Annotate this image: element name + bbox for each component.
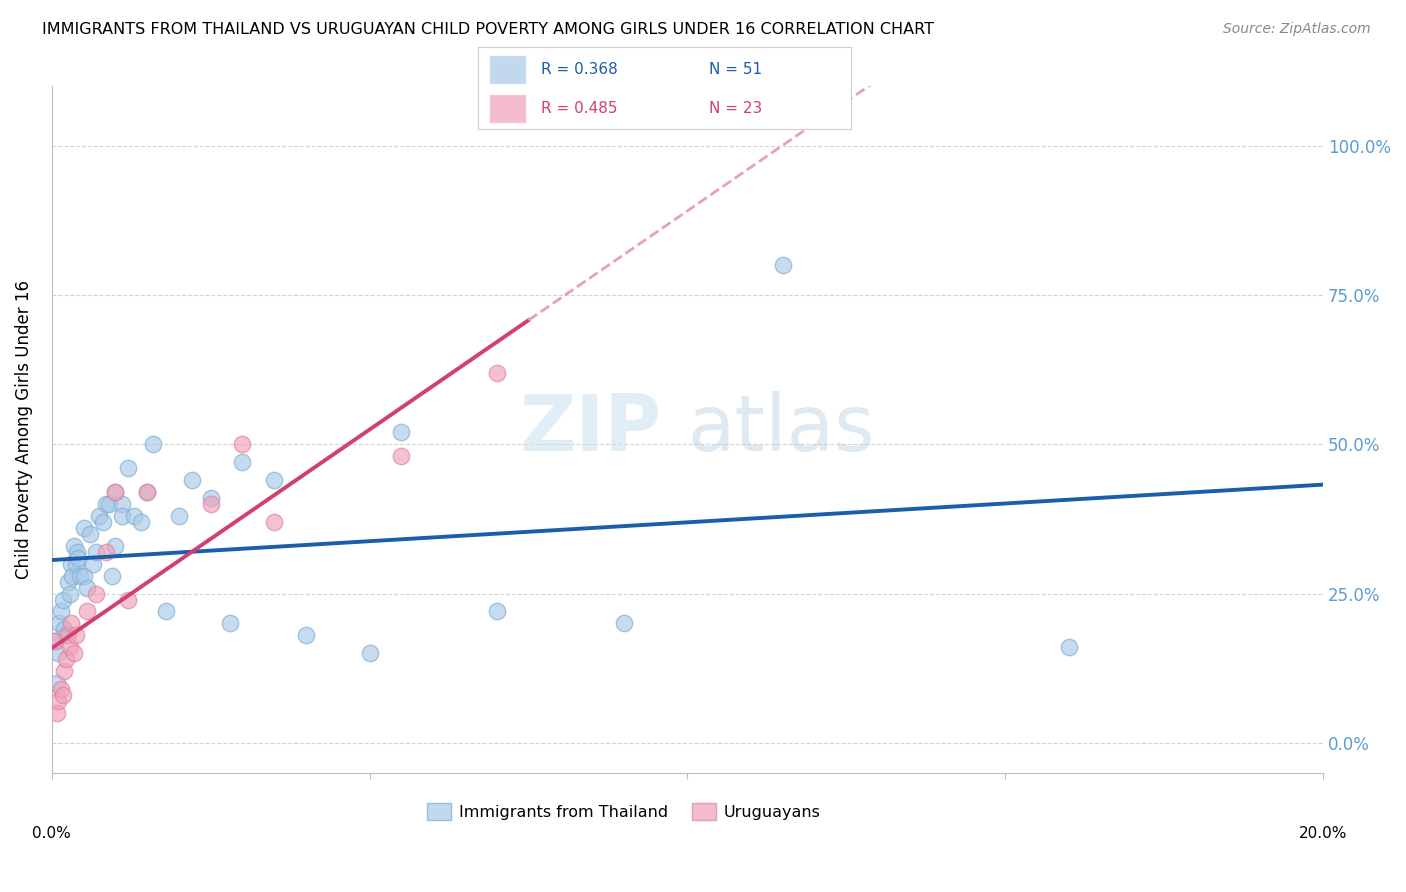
Text: 0.0%: 0.0%: [32, 826, 72, 841]
Point: [772, 259, 794, 273]
Point: [45, 706, 67, 720]
Text: 20.0%: 20.0%: [1299, 826, 1347, 841]
Text: R = 0.368: R = 0.368: [541, 62, 619, 77]
Point: [82, 557, 104, 571]
Point: [53, 623, 76, 637]
Point: [69, 568, 91, 582]
Point: [155, 604, 177, 618]
Text: atlas: atlas: [688, 392, 875, 467]
Point: [263, 473, 285, 487]
Point: [55, 652, 77, 666]
Point: [44, 634, 66, 648]
Point: [84, 545, 107, 559]
Text: R = 0.485: R = 0.485: [541, 102, 617, 116]
Point: [72, 521, 94, 535]
Point: [218, 616, 240, 631]
Legend: Immigrants from Thailand, Uruguayans: Immigrants from Thailand, Uruguayans: [420, 797, 827, 826]
Point: [84, 586, 107, 600]
Point: [129, 515, 152, 529]
Point: [231, 455, 253, 469]
Text: IMMIGRANTS FROM THAILAND VS URUGUAYAN CHILD POVERTY AMONG GIRLS UNDER 16 CORRELA: IMMIGRANTS FROM THAILAND VS URUGUAYAN CH…: [42, 22, 934, 37]
Point: [76, 604, 98, 618]
Point: [97, 497, 120, 511]
Point: [44, 634, 66, 648]
Point: [117, 461, 139, 475]
Bar: [489, 55, 526, 84]
Point: [66, 545, 89, 559]
Point: [180, 473, 202, 487]
Point: [167, 508, 190, 523]
Point: [104, 485, 127, 500]
Text: Source: ZipAtlas.com: Source: ZipAtlas.com: [1223, 22, 1371, 37]
Point: [136, 485, 159, 500]
Text: ZIP: ZIP: [520, 392, 662, 467]
Point: [53, 664, 76, 678]
Text: N = 51: N = 51: [709, 62, 762, 77]
Point: [46, 646, 69, 660]
Point: [65, 628, 87, 642]
Point: [58, 586, 80, 600]
Point: [45, 676, 67, 690]
Point: [65, 557, 87, 571]
Point: [48, 616, 70, 631]
Point: [72, 568, 94, 582]
Point: [55, 628, 77, 642]
Point: [104, 485, 127, 500]
Point: [101, 568, 124, 582]
Point: [613, 616, 636, 631]
Point: [263, 515, 285, 529]
Text: N = 23: N = 23: [709, 102, 762, 116]
Point: [56, 628, 79, 642]
Point: [60, 568, 83, 582]
Point: [51, 604, 73, 618]
Point: [56, 574, 79, 589]
Point: [52, 688, 75, 702]
Point: [200, 491, 222, 505]
Point: [52, 592, 75, 607]
Point: [63, 539, 86, 553]
Point: [200, 497, 222, 511]
Point: [76, 581, 98, 595]
Point: [136, 485, 159, 500]
Point: [485, 604, 508, 618]
Bar: [489, 94, 526, 123]
Point: [485, 366, 508, 380]
Point: [67, 550, 90, 565]
Point: [94, 545, 117, 559]
Point: [142, 437, 165, 451]
Point: [79, 527, 101, 541]
Point: [111, 497, 134, 511]
Point: [111, 508, 134, 523]
Point: [359, 646, 381, 660]
Point: [295, 628, 318, 642]
Point: [117, 592, 139, 607]
Y-axis label: Child Poverty Among Girls Under 16: Child Poverty Among Girls Under 16: [15, 280, 32, 579]
Point: [59, 557, 82, 571]
Point: [58, 640, 80, 655]
Point: [89, 508, 111, 523]
Point: [104, 539, 127, 553]
Point: [59, 616, 82, 631]
Point: [389, 450, 412, 464]
Point: [51, 681, 73, 696]
Point: [389, 425, 412, 440]
Point: [231, 437, 253, 451]
Point: [1057, 640, 1080, 655]
Point: [94, 497, 117, 511]
Point: [91, 515, 114, 529]
Point: [124, 508, 146, 523]
Point: [63, 646, 86, 660]
Point: [46, 694, 69, 708]
